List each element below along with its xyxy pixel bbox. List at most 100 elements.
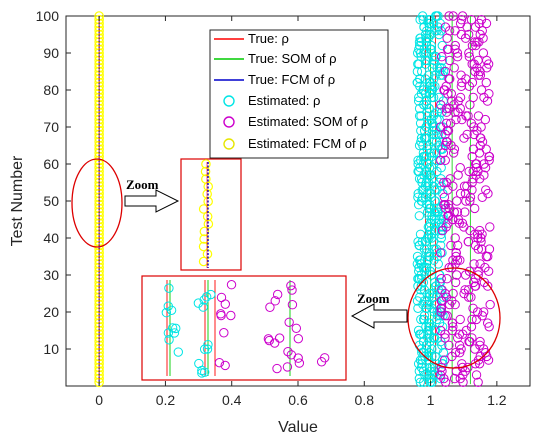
estimated-som-marker [440, 200, 450, 210]
estimated-som-marker [483, 251, 493, 262]
inset-marker [287, 299, 298, 310]
estimated-som-marker [438, 148, 449, 158]
estimated-som-marker [467, 333, 477, 343]
estimated-som-marker [455, 188, 466, 199]
y-tick-label: 30 [43, 267, 59, 283]
inset-marker [286, 350, 297, 360]
legend-box [209, 29, 389, 159]
estimated-som-marker [455, 314, 465, 325]
estimated-som-marker [448, 11, 458, 21]
estimated-som-marker [484, 155, 494, 166]
estimated-som-marker [437, 285, 447, 295]
estimated-rho-marker [418, 15, 428, 25]
inset-marker [293, 333, 304, 344]
estimated-som-marker [475, 336, 485, 347]
zoom-layer [141, 158, 347, 381]
inset-marker [163, 301, 173, 311]
zoom-label-right: Zoom [357, 291, 390, 306]
estimated-som-marker [448, 322, 458, 332]
inset-marker [264, 335, 274, 346]
estimated-rho-marker [412, 66, 423, 77]
estimated-som-marker [450, 233, 460, 243]
estimated-som-marker [445, 74, 455, 84]
inset-marker [173, 347, 184, 357]
estimated-som-marker [473, 377, 483, 387]
estimated-rho-marker [413, 192, 423, 203]
estimated-som-marker [449, 63, 459, 73]
inset-marker [161, 307, 172, 318]
estimated-som-marker [440, 155, 450, 166]
estimated-som-marker [456, 15, 467, 25]
estimated-som-marker [444, 11, 454, 21]
estimated-rho-marker [422, 111, 433, 121]
estimated-som-marker [469, 259, 479, 269]
estimated-som-marker [440, 66, 451, 77]
x-tick-label: 0.4 [222, 392, 242, 408]
legend-swatch-est-rho [223, 95, 235, 107]
x-tick-label: 0.8 [355, 392, 375, 408]
inset-fcm-marker [200, 166, 211, 177]
estimated-som-marker [456, 70, 466, 80]
y-tick-label: 40 [43, 230, 59, 246]
estimated-som-marker [439, 355, 450, 365]
inset-fcm-marker [199, 226, 210, 237]
estimated-som-marker [474, 225, 485, 236]
y-tick-label: 70 [43, 119, 59, 135]
estimated-rho-marker [415, 118, 426, 129]
y-tick-label: 80 [43, 82, 59, 98]
inset-marker [216, 292, 227, 303]
inset-marker [272, 363, 282, 374]
estimated-som-marker [447, 318, 458, 328]
inset-marker [214, 357, 225, 368]
estimated-som-marker [453, 214, 464, 225]
inset-marker [193, 298, 204, 308]
estimated-som-marker [476, 85, 487, 95]
inset-marker [164, 283, 174, 293]
estimated-rho-marker [415, 229, 426, 240]
y-tick-label: 100 [36, 8, 60, 24]
estimated-som-marker [485, 299, 495, 310]
inset-marker [272, 289, 283, 300]
estimated-som-marker [473, 270, 483, 280]
legend-label-est-fcm: Estimated: FCM of ρ [248, 136, 367, 151]
estimated-rho-marker [412, 251, 423, 262]
estimated-som-marker [453, 170, 463, 180]
estimated-rho-marker [414, 292, 425, 302]
estimated-som-marker [455, 92, 466, 103]
estimated-som-marker [466, 15, 477, 25]
estimated-som-marker [481, 185, 491, 195]
inset-marker [163, 328, 174, 338]
zoom-label-left: Zoom [126, 177, 159, 192]
estimated-som-marker [471, 163, 482, 173]
inset-marker [286, 280, 296, 291]
estimated-som-marker [464, 266, 475, 276]
inset-marker [206, 289, 216, 300]
ticks-layer: 0 0.2 0.4 0.6 0.8 1 1.2 10 20 30 40 50 60 70 80 90 100 [36, 8, 530, 408]
estimated-som-marker [461, 111, 471, 121]
estimated-som-marker [452, 207, 463, 217]
estimated-som-marker [455, 18, 466, 29]
inset-marker [216, 309, 226, 319]
inset-marker [283, 346, 293, 357]
inset-marker [226, 279, 237, 290]
inset-marker [203, 339, 213, 350]
estimated-som-marker [441, 137, 452, 147]
x-tick-label: 0.6 [288, 392, 308, 408]
legend-label-est-som: Estimated: SOM of ρ [248, 114, 368, 129]
estimated-som-marker [462, 129, 472, 140]
inset-marker [220, 360, 230, 371]
estimated-som-marker [471, 370, 482, 380]
x-tick-label: 1.2 [487, 392, 507, 408]
estimated-rho-marker [436, 163, 446, 173]
estimated-som-marker [446, 240, 456, 251]
inset-marker [194, 358, 204, 369]
estimated-rho-marker [414, 140, 425, 151]
estimated-som-marker [450, 40, 460, 51]
estimated-som-marker [444, 340, 454, 350]
estimated-som-marker [476, 122, 486, 132]
estimated-som-marker [475, 340, 485, 350]
estimated-som-marker [465, 196, 475, 206]
estimated-rho-marker [421, 133, 431, 143]
estimated-som-marker [440, 22, 451, 32]
inset-marker [274, 333, 285, 343]
